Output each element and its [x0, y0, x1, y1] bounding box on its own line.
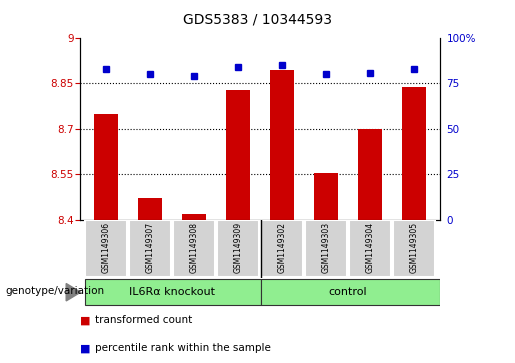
FancyBboxPatch shape — [217, 220, 259, 277]
FancyBboxPatch shape — [85, 279, 261, 305]
FancyBboxPatch shape — [129, 220, 171, 277]
Text: GSM1149302: GSM1149302 — [278, 222, 286, 273]
Text: transformed count: transformed count — [95, 315, 193, 325]
Text: ■: ■ — [80, 315, 90, 325]
Text: GSM1149304: GSM1149304 — [366, 222, 374, 273]
FancyBboxPatch shape — [305, 220, 347, 277]
Text: GSM1149303: GSM1149303 — [321, 222, 331, 273]
FancyBboxPatch shape — [173, 220, 215, 277]
Text: GSM1149308: GSM1149308 — [190, 222, 199, 273]
Text: GSM1149309: GSM1149309 — [234, 222, 243, 273]
Bar — [182, 213, 206, 220]
Bar — [358, 129, 382, 220]
Polygon shape — [66, 284, 81, 301]
Bar — [226, 90, 250, 220]
Bar — [402, 86, 426, 220]
Text: IL6Rα knockout: IL6Rα knockout — [129, 287, 215, 297]
Text: genotype/variation: genotype/variation — [5, 286, 104, 297]
FancyBboxPatch shape — [261, 220, 303, 277]
Text: GSM1149307: GSM1149307 — [146, 222, 154, 273]
Bar — [94, 114, 118, 220]
Text: control: control — [329, 287, 367, 297]
FancyBboxPatch shape — [85, 220, 127, 277]
FancyBboxPatch shape — [393, 220, 435, 277]
Text: GSM1149306: GSM1149306 — [101, 222, 111, 273]
FancyBboxPatch shape — [261, 279, 440, 305]
Text: ■: ■ — [80, 343, 90, 354]
Bar — [138, 199, 162, 220]
Bar — [270, 70, 294, 220]
Bar — [314, 174, 338, 220]
Text: percentile rank within the sample: percentile rank within the sample — [95, 343, 271, 354]
Text: GSM1149305: GSM1149305 — [409, 222, 419, 273]
FancyBboxPatch shape — [349, 220, 391, 277]
Text: GDS5383 / 10344593: GDS5383 / 10344593 — [183, 13, 332, 27]
